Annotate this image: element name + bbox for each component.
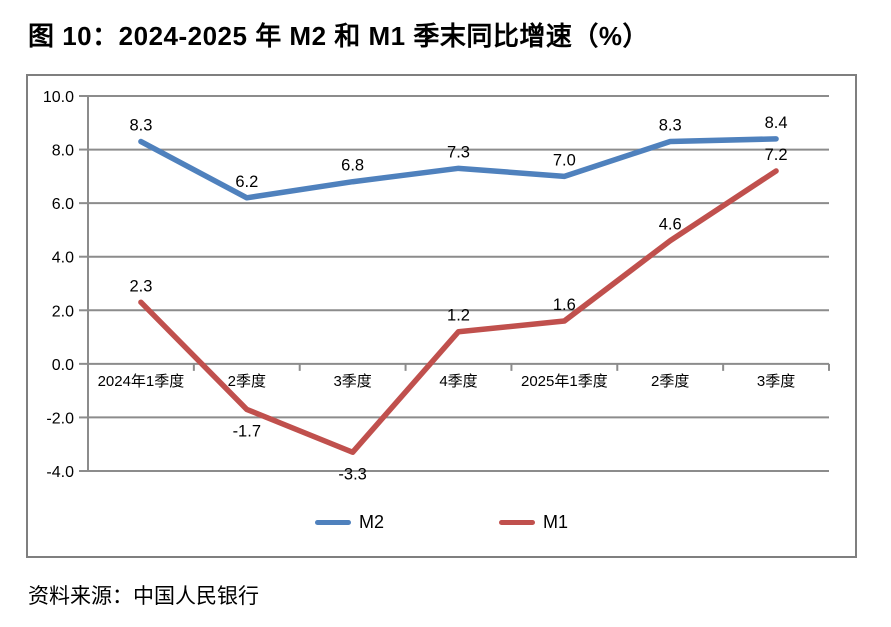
data-label: 6.8 [341,157,364,175]
legend-item-m2: M2 [314,511,384,533]
chart-canvas: 10.0 8.0 6.0 4.0 2.0 0.0 -2.0 -4.0 2024年1季度 2季度 3季… [43,89,830,483]
y-tick-label: -2.0 [46,410,74,427]
data-label: 8.3 [659,117,682,135]
m1-line-swatch [499,519,535,525]
data-label: -3.3 [338,465,366,483]
x-tick-label: 2025年1季度 [521,373,608,390]
data-label: 1.6 [553,296,576,314]
data-label: 8.3 [129,117,152,135]
series-line-m2 [138,136,779,201]
legend-label-m1: M1 [543,511,569,532]
y-tick-label: 10.0 [43,89,74,106]
x-tick-label: 4季度 [439,373,477,390]
legend-item-m1: M1 [499,512,568,533]
chart-title: 图 10：2024-2025 年 M2 和 M1 季末同比增速（%） [28,21,649,51]
y-tick-label: 8.0 [52,143,74,160]
chart-legend: M2 M1 [28,508,855,536]
y-tick-label: 0.0 [52,357,74,374]
x-tick-label: 3季度 [757,373,795,390]
data-label: 8.4 [765,114,788,132]
legend-label-m2: M2 [358,511,384,532]
source-text: 资料来源：中国人民银行 [28,585,259,608]
data-label: 7.2 [765,146,788,164]
data-label: 4.6 [659,216,682,234]
data-label: 1.2 [447,307,470,325]
series-line-m1 [138,168,779,455]
data-label: 6.2 [235,173,258,191]
x-tick-label: 2季度 [651,373,689,390]
y-tick-label: 2.0 [52,303,74,320]
data-label: 2.3 [129,277,152,295]
chart-box: 10.0 8.0 6.0 4.0 2.0 0.0 -2.0 -4.0 2024年1季度 2季度 3季… [26,74,857,558]
m2-line-swatch [314,519,351,525]
y-tick-label: 4.0 [52,250,74,267]
data-label: 7.3 [447,143,470,161]
x-tick-label: 2季度 [228,373,266,390]
data-label: -1.7 [233,422,261,440]
y-tick-label: 6.0 [52,196,74,213]
data-label: 7.0 [553,151,576,169]
x-tick-label: 2024年1季度 [98,373,185,390]
y-tick-label: -4.0 [46,464,74,481]
x-tick-label: 3季度 [333,373,371,390]
